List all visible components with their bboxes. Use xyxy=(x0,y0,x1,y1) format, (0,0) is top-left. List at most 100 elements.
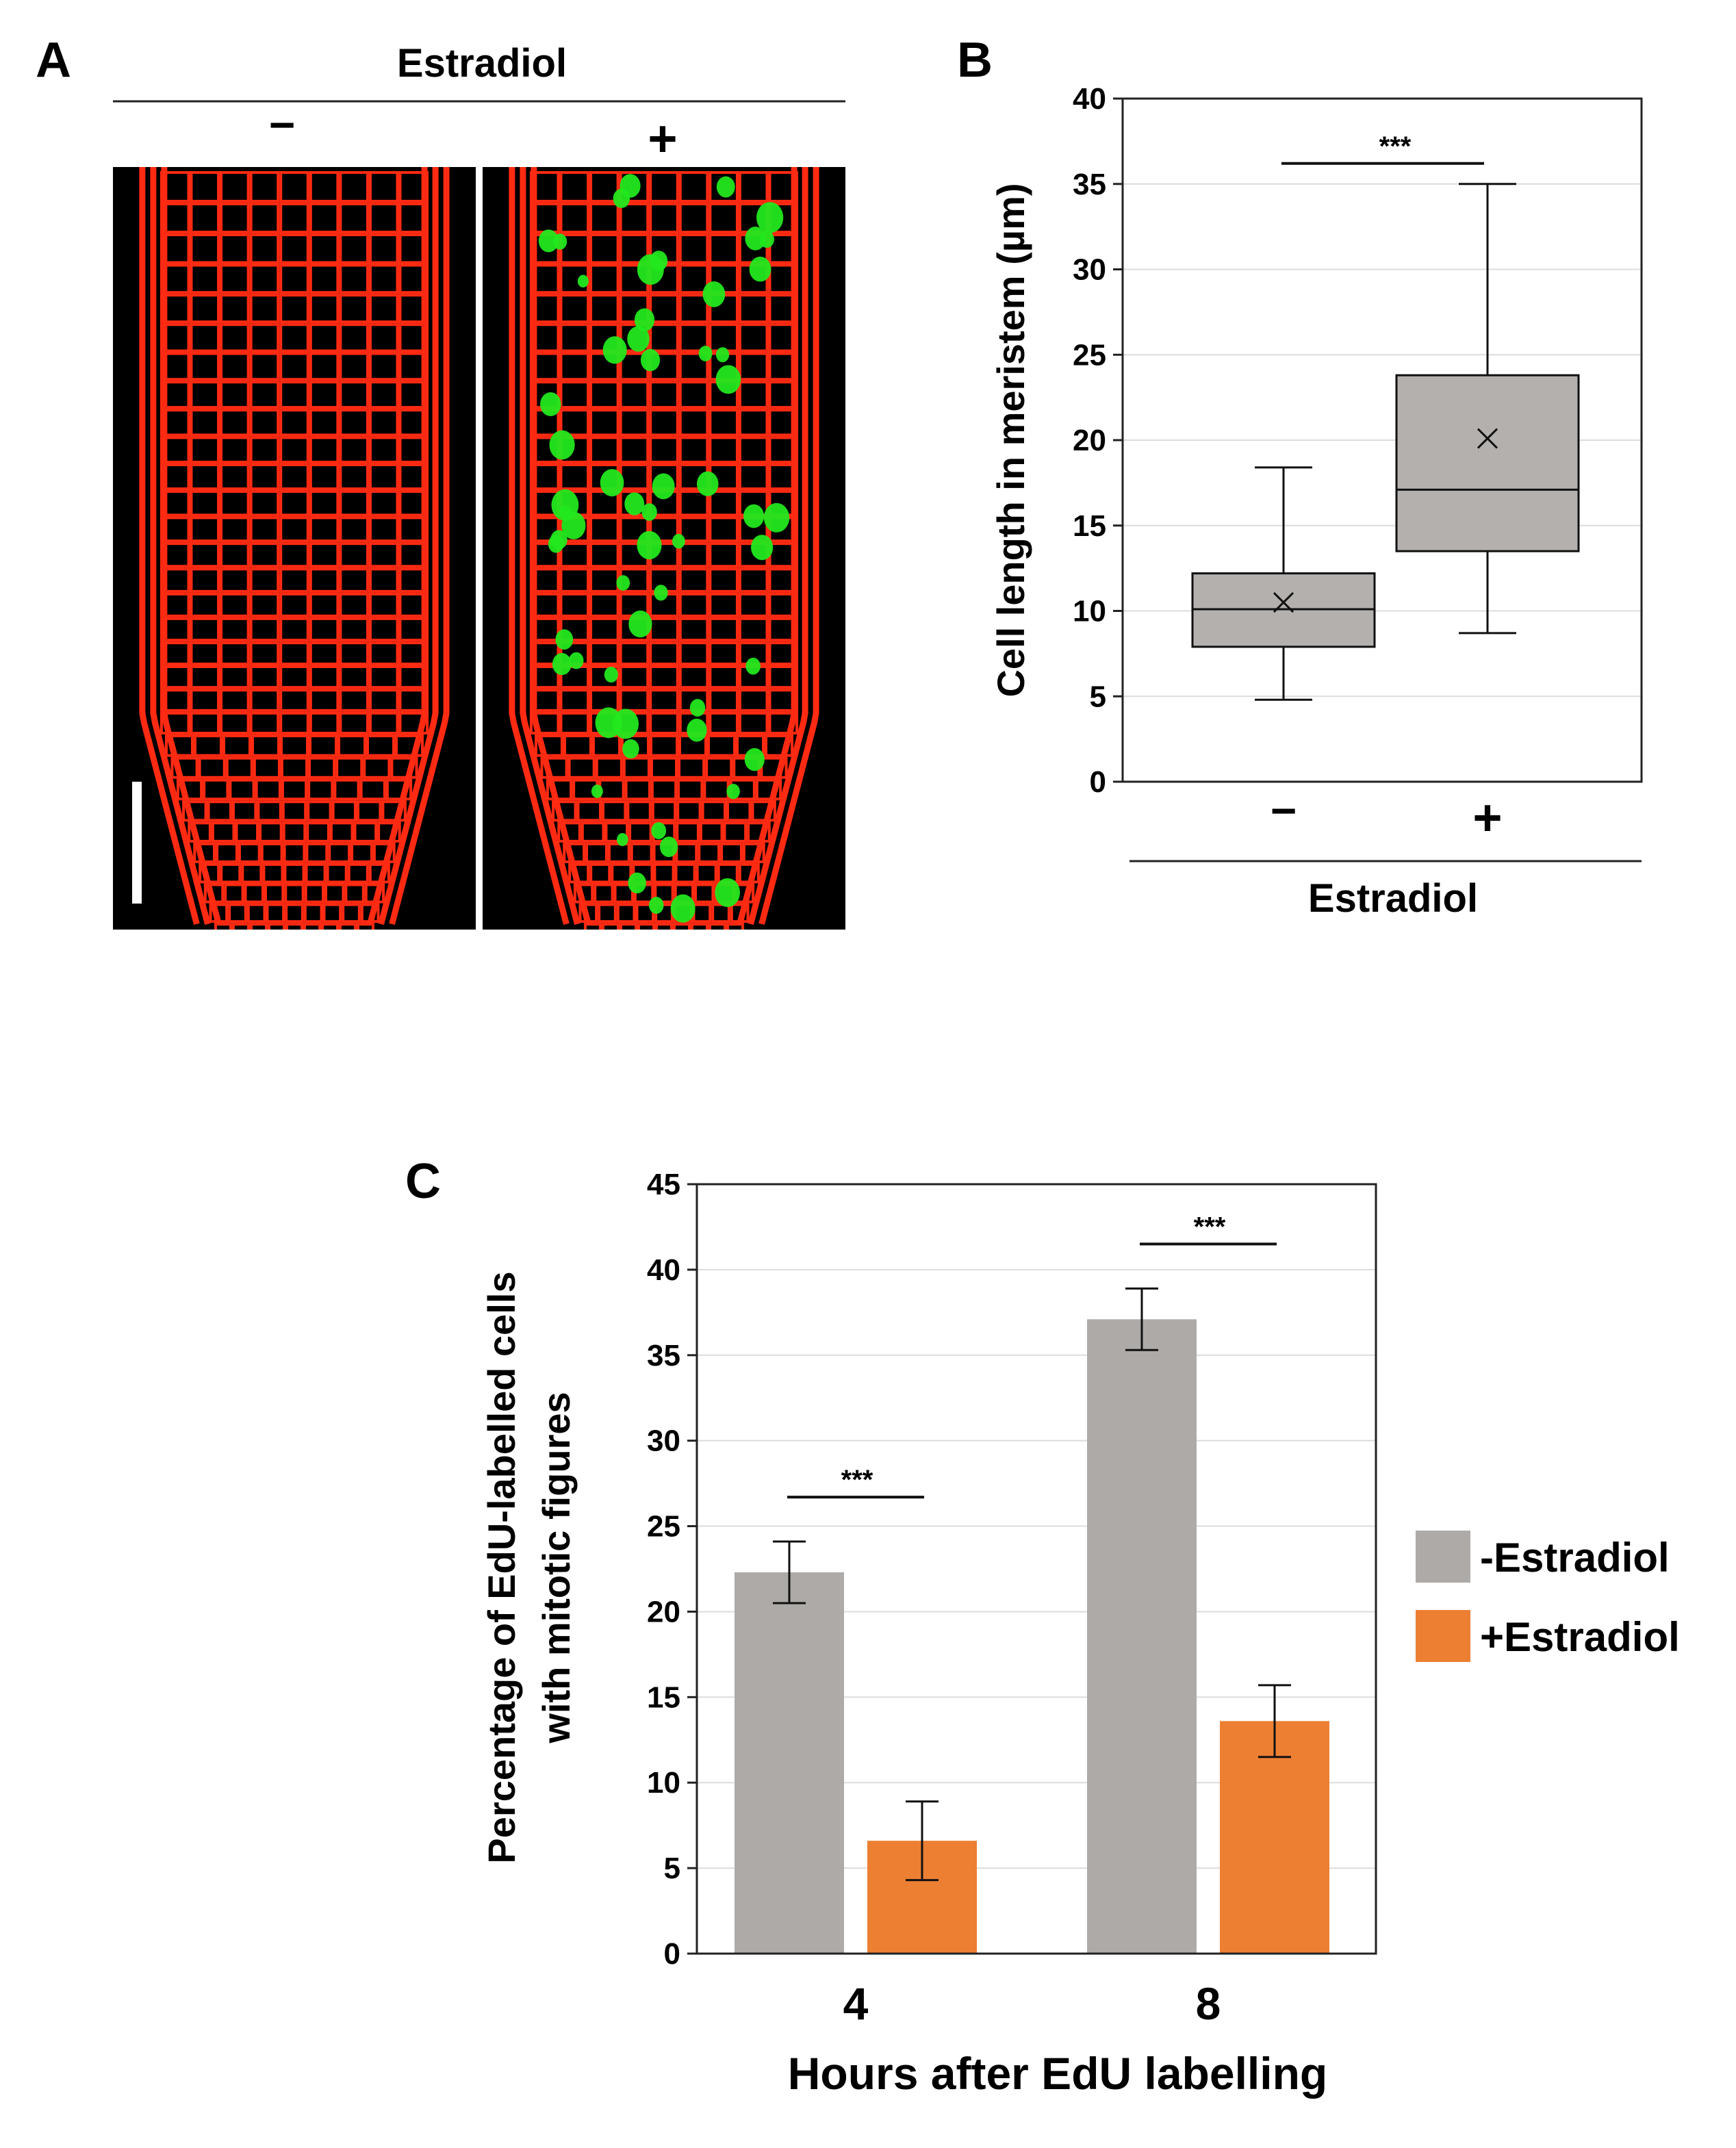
root-cell xyxy=(768,409,799,437)
root-cell xyxy=(279,409,309,437)
nucleus xyxy=(604,667,618,683)
c-y-tick-label: 45 xyxy=(647,1168,680,1201)
root-cell xyxy=(285,923,304,930)
root-cell xyxy=(280,756,309,779)
root-cell xyxy=(563,734,592,757)
root-cell xyxy=(628,821,652,843)
root-cell xyxy=(305,862,327,884)
root-cell xyxy=(589,264,620,294)
root-cell xyxy=(552,800,577,822)
root-cell xyxy=(309,171,340,203)
root-cell xyxy=(368,567,399,593)
root-cell xyxy=(694,883,715,904)
root-cell xyxy=(309,641,340,665)
root-cell xyxy=(279,490,309,517)
root-cell xyxy=(398,542,429,568)
root-cell xyxy=(229,778,255,801)
root-cell xyxy=(307,778,334,801)
root-cell xyxy=(335,756,363,779)
root-cell xyxy=(339,617,369,642)
root-cell xyxy=(231,800,257,822)
root-cell xyxy=(339,171,369,203)
root-cell xyxy=(333,778,360,801)
root-cell xyxy=(589,436,620,464)
root-cell xyxy=(159,233,190,264)
root-cell xyxy=(309,689,340,712)
root-cell xyxy=(337,734,367,757)
root-cell xyxy=(649,734,679,757)
root-cell xyxy=(675,842,698,863)
b-mean-marker xyxy=(1273,591,1294,613)
root-cell xyxy=(198,756,226,779)
root-cell xyxy=(249,264,280,294)
root-cell xyxy=(630,842,653,863)
root-cell xyxy=(619,689,650,712)
root-cell xyxy=(751,800,776,822)
root-cell xyxy=(585,842,608,863)
root-cell xyxy=(190,233,220,264)
root-cell xyxy=(211,821,235,843)
root-cell xyxy=(193,842,216,863)
chart-c: 0 5 10 15 20 25 30 35 40 45 *** *** 4 8 Hours afte… xyxy=(480,1168,1680,2099)
root-cell xyxy=(398,233,429,264)
root-outer-layer xyxy=(150,167,211,925)
root-cell xyxy=(281,800,307,822)
c-significance-label: *** xyxy=(841,1465,873,1495)
root-cell xyxy=(619,436,650,464)
root-cell xyxy=(540,756,568,779)
root-cell xyxy=(765,734,794,757)
root-cell xyxy=(309,711,340,735)
root-cell xyxy=(747,821,771,843)
root-cell xyxy=(768,641,799,665)
root-cell xyxy=(601,800,627,822)
root-cell xyxy=(249,923,268,930)
root-cell xyxy=(279,171,309,203)
root-cell xyxy=(678,567,709,593)
nucleus xyxy=(744,747,765,771)
root-cell xyxy=(626,800,652,822)
root-cell xyxy=(738,294,769,324)
root-cell xyxy=(322,903,342,923)
root-cell xyxy=(357,800,382,822)
root-cell xyxy=(159,409,190,437)
root-cell xyxy=(209,903,229,923)
root-cell xyxy=(654,923,674,930)
root-cell xyxy=(190,323,220,353)
root-cell xyxy=(676,800,702,822)
root-cell xyxy=(654,883,674,904)
root-cell xyxy=(589,641,620,665)
nucleus xyxy=(591,784,603,798)
nucleus xyxy=(716,347,730,363)
nucleus xyxy=(745,657,761,675)
panel-label-c: C xyxy=(405,1154,441,1209)
c-plot-frame xyxy=(695,1183,1377,1955)
root-cell xyxy=(649,711,679,735)
root-cell xyxy=(190,542,220,568)
root-cell xyxy=(699,821,724,843)
root-cell xyxy=(309,264,340,294)
root-cell xyxy=(253,756,281,779)
root-cell xyxy=(768,264,799,294)
root-cell xyxy=(726,923,745,930)
root-cell xyxy=(267,923,285,930)
root-cell xyxy=(637,923,655,930)
root-cell xyxy=(220,711,250,735)
nucleus xyxy=(650,251,668,272)
root-cell xyxy=(709,202,739,234)
root-cell xyxy=(235,821,259,843)
root-cell xyxy=(738,862,760,884)
root-cell xyxy=(307,800,332,822)
root-cell xyxy=(225,756,253,779)
b-significance-label: *** xyxy=(1379,131,1412,162)
c-bar-plus-estradiol xyxy=(1220,1721,1329,1954)
root-cell xyxy=(193,734,222,757)
c-y-ticks: 0 5 10 15 20 25 30 35 40 45 xyxy=(647,1168,697,1971)
root-outer-layer xyxy=(389,167,450,925)
root-cell xyxy=(534,734,563,757)
c-y-tick-label: 25 xyxy=(647,1510,680,1544)
root-cell xyxy=(678,409,709,437)
root-cell xyxy=(768,294,799,324)
b-y-tick-label: 10 xyxy=(1073,595,1106,628)
root-cell xyxy=(678,641,709,665)
root-cell xyxy=(220,264,250,294)
